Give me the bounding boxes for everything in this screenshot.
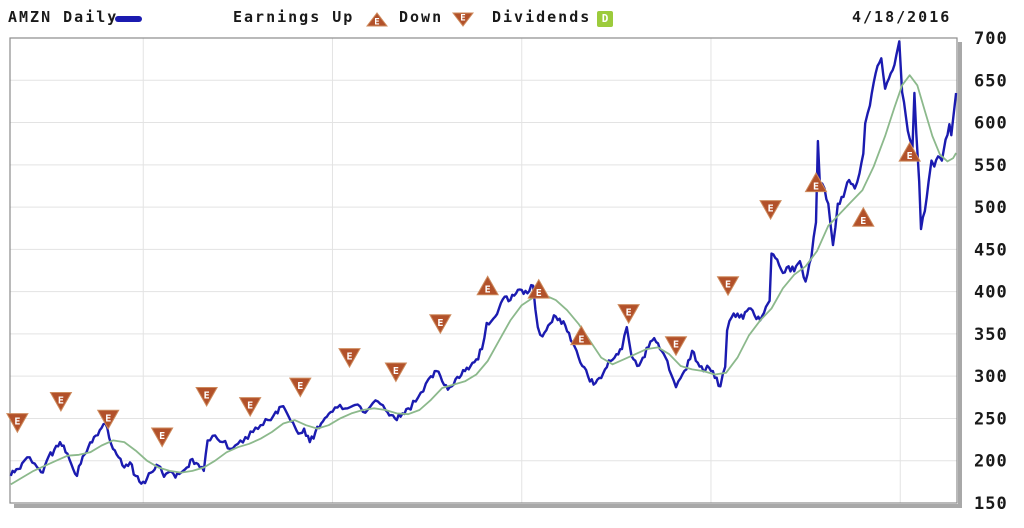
earnings-marker-up-icon	[527, 278, 551, 299]
earnings-up-icon-letter: E	[374, 18, 379, 28]
earnings-marker-letter: E	[204, 390, 210, 401]
earnings-marker-letter: E	[393, 366, 399, 377]
y-axis-tick-label: 700	[974, 29, 1008, 49]
y-axis-tick-label: 500	[974, 198, 1008, 218]
y-axis-tick-label: 350	[974, 325, 1008, 345]
y-axis-tick-label: 650	[974, 71, 1008, 91]
dividend-badge-icon: D	[597, 11, 613, 27]
earnings-marker-up-icon	[476, 275, 500, 296]
y-axis-tick-label: 600	[974, 114, 1008, 134]
earnings-marker-down-icon	[288, 377, 312, 398]
earnings-marker-letter: E	[578, 335, 584, 346]
earnings-marker-down-icon	[338, 348, 361, 369]
earnings-marker-letter: E	[725, 280, 731, 291]
symbol-title: AMZN Daily	[8, 8, 119, 26]
earnings-marker-down-icon	[617, 304, 641, 325]
earnings-marker-letter: E	[626, 308, 632, 319]
earnings-marker-down-icon	[428, 314, 452, 335]
earnings-marker-letter: E	[247, 401, 253, 412]
moving-average-line	[10, 74, 957, 486]
earnings-marker-letter: E	[58, 396, 64, 407]
frame-shadow-right	[958, 42, 962, 508]
earnings-marker-down-icon	[238, 397, 262, 418]
earnings-down-icon-letter: E	[460, 14, 465, 24]
earnings-marker-letter: E	[907, 151, 913, 162]
earnings-down-icon: E	[452, 12, 474, 27]
earnings-marker-down-icon	[96, 409, 120, 430]
earnings-marker-up-icon	[804, 172, 828, 193]
price-line-legend-swatch	[115, 16, 142, 22]
price-line	[9, 40, 958, 485]
y-axis-tick-label: 200	[974, 452, 1008, 472]
frame-shadow-bottom	[14, 504, 962, 508]
y-axis-tick-label: 150	[974, 494, 1008, 514]
chart-date: 4/18/2016	[852, 8, 952, 26]
earnings-marker-letter: E	[536, 288, 542, 299]
y-axis-tick-label: 400	[974, 283, 1008, 303]
earnings-marker-down-icon	[150, 427, 174, 448]
y-axis-tick-label: 450	[974, 240, 1008, 260]
earnings-marker-up-icon	[898, 141, 922, 162]
earnings-marker-up-icon	[851, 206, 875, 227]
earnings-marker-letter: E	[297, 381, 303, 392]
earnings-up-icon: E	[366, 12, 388, 28]
earnings-marker-down-icon	[716, 276, 740, 297]
earnings-marker-letter: E	[105, 413, 111, 424]
earnings-marker-letter: E	[673, 340, 679, 351]
earnings-marker-down-icon	[6, 413, 29, 434]
y-axis-tick-label: 300	[974, 367, 1008, 387]
earnings-marker-down-icon	[759, 200, 782, 221]
earnings-marker-letter: E	[159, 431, 165, 442]
earnings-marker-down-icon	[49, 392, 73, 413]
y-axis-tick-label: 550	[974, 156, 1008, 176]
legend-dividends-label: Dividends	[492, 8, 592, 26]
earnings-marker-letter: E	[860, 216, 866, 227]
earnings-marker-up-icon	[569, 325, 593, 346]
earnings-marker-letter: E	[437, 318, 443, 329]
earnings-marker-down-icon	[664, 336, 688, 357]
plot-frame	[9, 37, 958, 504]
legend-earnings-down-label: Down	[399, 8, 444, 26]
earnings-marker-letter: E	[14, 417, 20, 428]
earnings-marker-letter: E	[485, 285, 491, 296]
earnings-marker-letter: E	[813, 182, 819, 193]
earnings-marker-down-icon	[195, 386, 218, 407]
earnings-marker-letter: E	[346, 352, 352, 363]
earnings-marker-letter: E	[768, 204, 774, 215]
y-axis-tick-label: 250	[974, 409, 1008, 429]
earnings-marker-down-icon	[384, 362, 408, 383]
legend-earnings-up-label: Earnings Up	[233, 8, 355, 26]
